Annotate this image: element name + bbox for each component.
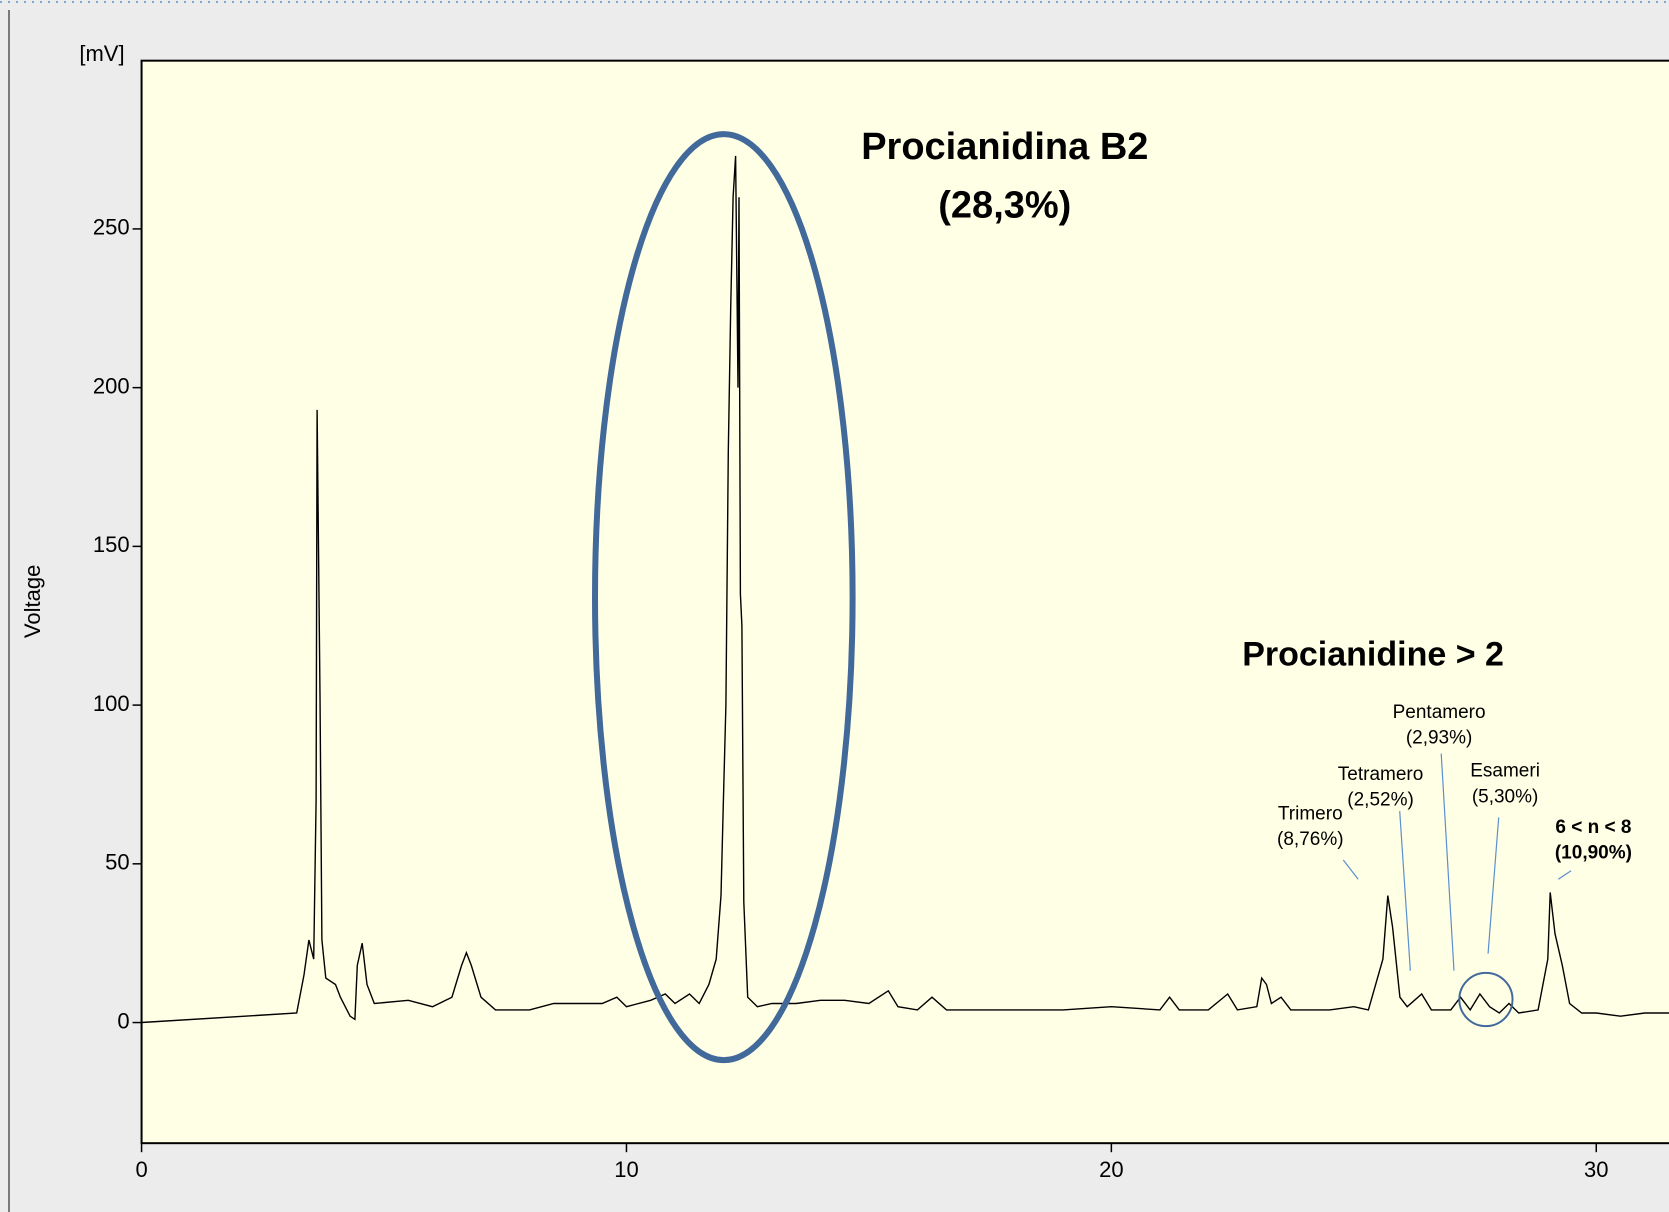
highlight-ellipse [592,131,856,1064]
y-tick-label: 150 [93,532,130,557]
y-tick-label: 100 [93,691,130,716]
x-tick-label: 10 [614,1157,638,1182]
leader-line [1487,817,1500,954]
leader-line [1342,859,1359,880]
peak-share: (2,52%) [1347,789,1414,810]
peak-share: (2,93%) [1406,728,1473,749]
main-peak-name: Procianidina B2 [861,126,1148,168]
peak-name: Esameri [1470,761,1540,782]
peak-name: Tetramero [1338,764,1424,785]
x-tick-label: 0 [135,1157,147,1182]
peak-name: Trimero [1278,803,1343,824]
leader-line [1557,870,1572,880]
main-peak-share: (28,3%) [938,185,1071,227]
y-tick-label: 200 [93,373,130,398]
y-tick-label: 0 [117,1008,129,1033]
x-tick-label: 30 [1584,1157,1608,1182]
y-axis-label: Voltage [20,565,45,638]
x-tick-label: 20 [1099,1157,1123,1182]
highlight-circle [1458,971,1514,1028]
peak-name: Pentamero [1393,702,1486,723]
peak-share: (8,76%) [1277,829,1344,850]
y-tick-label: 250 [93,215,130,240]
plot-area [140,59,1669,1145]
leader-line [1399,811,1411,971]
peak-share: (10,90%) [1555,843,1632,864]
leader-line [1440,753,1455,971]
group-label: Procianidine > 2 [1242,636,1504,674]
peak-name: 6 < n < 8 [1555,817,1631,838]
peak-share: (5,30%) [1472,786,1539,807]
y-tick-label: 50 [105,850,129,875]
y-unit: [mV] [79,41,124,66]
